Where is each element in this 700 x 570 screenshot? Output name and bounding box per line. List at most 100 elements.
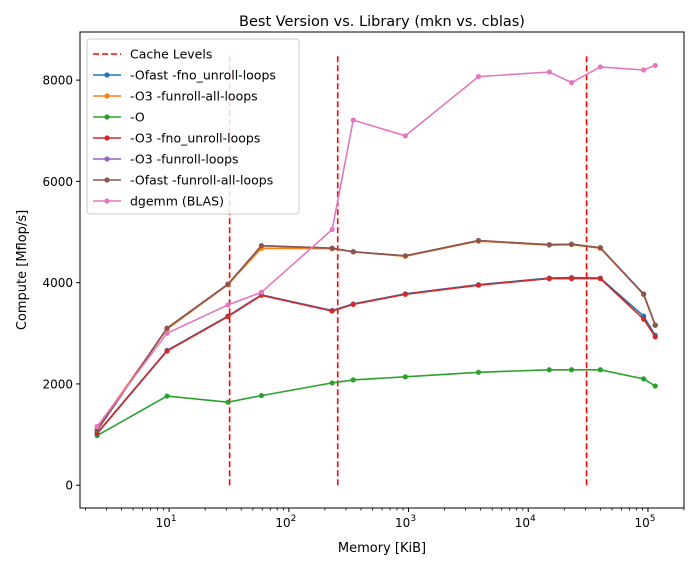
data-point xyxy=(402,374,408,380)
x-tick-exponent: 3 xyxy=(410,514,416,524)
data-point xyxy=(568,241,575,247)
series-3 xyxy=(94,276,658,437)
legend-label: -O3 -funroll-all-loops xyxy=(130,89,258,104)
data-point xyxy=(350,377,356,383)
y-tick-label: 2000 xyxy=(42,377,73,391)
series-4 xyxy=(94,238,658,434)
data-point xyxy=(402,291,408,297)
x-tick-base: 10 xyxy=(395,516,410,530)
series-line xyxy=(96,277,656,435)
data-point xyxy=(641,67,647,73)
x-tick-label: 102 xyxy=(275,514,296,530)
legend-box xyxy=(86,38,300,215)
data-point xyxy=(475,282,482,288)
series-0 xyxy=(94,274,658,436)
data-point xyxy=(475,73,482,80)
data-point xyxy=(641,316,647,322)
data-point xyxy=(225,399,231,405)
data-point xyxy=(258,289,265,295)
data-point xyxy=(546,242,552,248)
legend-entry: -O3 -funroll-loops xyxy=(93,152,239,167)
x-axis-label: Memory [KiB] xyxy=(338,541,426,556)
series-2 xyxy=(94,367,658,439)
data-point xyxy=(402,133,408,139)
x-tick-label: 104 xyxy=(515,514,536,530)
legend-marker xyxy=(104,198,110,204)
x-tick-exponent: 1 xyxy=(171,514,177,524)
legend-label: dgemm (BLAS) xyxy=(130,194,224,209)
legend-entry: -O3 -funroll-all-loops xyxy=(93,89,258,104)
data-point xyxy=(597,64,603,70)
data-point xyxy=(597,276,603,282)
data-point xyxy=(329,226,335,233)
legend-label: -Ofast -funroll-all-loops xyxy=(130,173,273,188)
y-axis: 0 2000 4000 6000 8000 xyxy=(42,74,80,493)
legend-label: -Ofast -fno_unroll-loops xyxy=(130,68,276,83)
legend-entry: Cache Levels xyxy=(93,47,212,62)
legend-entry: dgemm (BLAS) xyxy=(93,194,224,209)
legend-entry: -Ofast -funroll-all-loops xyxy=(93,173,273,188)
legend-entry: -Ofast -fno_unroll-loops xyxy=(93,68,276,83)
x-axis: 101 102 103 104 105 xyxy=(85,508,685,530)
series-line xyxy=(96,240,656,428)
legend-marker xyxy=(104,177,110,183)
series-line xyxy=(96,239,656,431)
data-point xyxy=(94,423,100,430)
data-point xyxy=(225,281,231,287)
legend-marker xyxy=(104,72,110,78)
data-point xyxy=(329,380,335,386)
x-tick-label: 105 xyxy=(634,514,655,530)
data-point xyxy=(225,302,231,308)
legend-entry: -O3 -fno_unroll-loops xyxy=(93,131,260,146)
data-point xyxy=(164,330,170,336)
data-point xyxy=(568,80,575,86)
x-tick-base: 10 xyxy=(515,516,530,530)
x-tick-label: 103 xyxy=(395,514,416,530)
series-line xyxy=(96,276,656,434)
data-point xyxy=(475,369,482,375)
legend: Cache Levels -Ofast -fno_unroll-loops -O3 … xyxy=(86,38,300,215)
data-point xyxy=(568,367,575,373)
data-point xyxy=(568,276,575,282)
data-point xyxy=(641,376,647,382)
legend-marker xyxy=(104,156,110,162)
data-point xyxy=(94,427,100,434)
series-line xyxy=(96,368,656,437)
y-tick-label: 4000 xyxy=(42,276,73,290)
chart-title: Best Version vs. Library (mkn vs. cblas) xyxy=(239,14,525,30)
data-point xyxy=(329,245,335,251)
legend-label: -O3 -funroll-loops xyxy=(130,152,239,167)
data-point xyxy=(652,62,658,69)
x-tick-exponent: 2 xyxy=(291,514,297,524)
data-point xyxy=(258,392,265,399)
legend-marker xyxy=(104,114,110,120)
legend-label: -O3 -fno_unroll-loops xyxy=(130,131,260,146)
x-tick-base: 10 xyxy=(634,516,649,530)
data-point xyxy=(546,276,552,282)
data-point xyxy=(164,393,170,399)
data-point xyxy=(652,334,658,340)
y-axis-label: Compute [Mflop/s] xyxy=(15,210,30,330)
x-tick-base: 10 xyxy=(156,516,171,530)
plot-area xyxy=(94,54,658,486)
data-point xyxy=(546,367,552,373)
legend-label: -O xyxy=(130,110,145,125)
y-tick-label: 8000 xyxy=(42,74,73,88)
data-point xyxy=(402,253,408,259)
data-point xyxy=(258,243,265,249)
series-1 xyxy=(94,238,658,431)
data-point xyxy=(164,348,170,354)
data-point xyxy=(164,325,170,331)
legend-marker xyxy=(104,93,110,99)
data-point xyxy=(350,117,356,123)
data-point xyxy=(350,301,356,308)
data-point xyxy=(597,245,603,251)
series-6 xyxy=(94,62,658,430)
x-tick-label: 101 xyxy=(156,514,177,530)
data-point xyxy=(641,291,647,297)
x-tick-base: 10 xyxy=(275,516,290,530)
legend-marker xyxy=(104,135,110,141)
data-point xyxy=(597,367,603,373)
y-tick-label: 6000 xyxy=(42,175,73,189)
